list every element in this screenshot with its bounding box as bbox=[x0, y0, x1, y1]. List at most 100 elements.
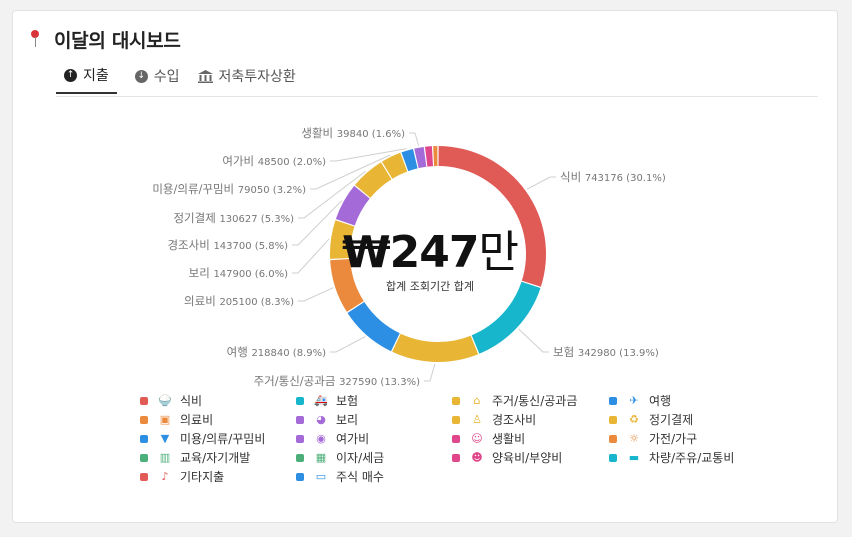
arrow-down-circle-icon: ↓ bbox=[134, 69, 148, 83]
joystick-icon: ◉ bbox=[316, 431, 326, 445]
legend-item[interactable]: 🚑 보험 bbox=[296, 392, 358, 409]
tab-expense[interactable]: ↑ 지출 bbox=[56, 66, 117, 94]
tab-savings[interactable]: 저축투자상환 bbox=[197, 66, 296, 94]
tab-label: 저축투자상환 bbox=[218, 69, 296, 85]
label-leader-line bbox=[526, 176, 556, 190]
legend-color-swatch bbox=[296, 453, 304, 462]
donut-slice-미용/의류/꾸밈비[interactable] bbox=[381, 152, 408, 179]
label-leader-line bbox=[409, 132, 420, 146]
pushpin-icon bbox=[30, 30, 40, 48]
legend-item[interactable]: ◉ 여가비 bbox=[296, 430, 369, 447]
saxophone-icon: ♪ bbox=[161, 469, 169, 483]
legend-color-swatch bbox=[296, 434, 304, 443]
dashboard-card bbox=[12, 10, 838, 523]
baby-icon: ☻ bbox=[471, 450, 483, 464]
title-row: 이달의 대시보드 bbox=[30, 27, 181, 52]
slice-label: 생활비 39840 (1.6%) bbox=[301, 126, 405, 140]
label-leader-line bbox=[310, 154, 391, 190]
legend-label: 여행 bbox=[649, 394, 672, 408]
legend-item[interactable]: 🍚 식비 bbox=[140, 392, 202, 409]
total-amount-unit: 만 bbox=[478, 227, 518, 278]
total-caption: 합계 조회기간 합계 bbox=[386, 280, 474, 293]
tab-label: 수입 bbox=[153, 69, 180, 85]
legend-label: 미용/의류/꾸밈비 bbox=[180, 432, 266, 446]
legend-label: 이자/세금 bbox=[336, 451, 385, 465]
arrow-up-circle-icon: ↑ bbox=[64, 68, 77, 82]
legend-color-swatch bbox=[609, 434, 617, 443]
legend-item[interactable]: ♪ 기타지출 bbox=[140, 468, 224, 485]
slice-label: 보험 342980 (13.9%) bbox=[553, 345, 659, 359]
donut-slice-minor-12[interactable] bbox=[433, 146, 438, 167]
tab-bar: ↑ 지출 ↓ 수입 저축투자상환 bbox=[56, 66, 314, 94]
legend-item[interactable]: ▥ 교육/자기개발 bbox=[140, 449, 250, 466]
label-leader-line bbox=[330, 148, 407, 162]
donut-slice-생활비[interactable] bbox=[414, 146, 427, 169]
legend-color-swatch bbox=[452, 434, 460, 443]
legend-color-swatch bbox=[609, 415, 617, 424]
legend-item[interactable]: ▭ 주식 매수 bbox=[296, 468, 384, 485]
legend-item[interactable]: ☺ 생활비 bbox=[452, 430, 525, 447]
donut-slice-주거/통신/공과금[interactable] bbox=[392, 333, 479, 362]
legend-item[interactable]: ⌂ 주거/통신/공과금 bbox=[452, 392, 577, 409]
legend-item[interactable]: ◕ 보리 bbox=[296, 411, 358, 428]
rice-bowl-icon: 🍚 bbox=[158, 393, 172, 407]
legend-item[interactable]: ▣ 의료비 bbox=[140, 411, 213, 428]
legend-item[interactable]: ☻ 양육비/부양비 bbox=[452, 449, 562, 466]
legend-label: 가전/가구 bbox=[649, 432, 698, 446]
slice-label: 식비 743176 (30.1%) bbox=[560, 170, 666, 184]
legend-label: 경조사비 bbox=[492, 413, 537, 427]
legend-color-swatch bbox=[452, 415, 460, 424]
legend-label: 보험 bbox=[336, 394, 359, 408]
slice-label: 여가비 48500 (2.0%) bbox=[222, 154, 326, 168]
label-leader-line bbox=[292, 238, 330, 274]
legend-item[interactable]: ♻ 정기결제 bbox=[609, 411, 693, 428]
legend-label: 식비 bbox=[180, 394, 203, 408]
legend-label: 보리 bbox=[336, 413, 359, 427]
legend-label: 주식 매수 bbox=[336, 470, 384, 484]
donut-slice-여가비[interactable] bbox=[401, 148, 418, 172]
donut-slice-보험[interactable] bbox=[471, 281, 541, 354]
legend-color-swatch bbox=[452, 453, 460, 462]
car-icon: ▬ bbox=[628, 450, 640, 464]
legend-item[interactable]: ▼ 미용/의류/꾸밈비 bbox=[140, 430, 265, 447]
bank-icon bbox=[197, 69, 213, 83]
donut-slice-경조사비[interactable] bbox=[335, 185, 370, 226]
legend-item[interactable]: ✈ 여행 bbox=[609, 392, 671, 409]
pill-icon: ▣ bbox=[159, 412, 171, 426]
building-icon: ▦ bbox=[315, 450, 327, 464]
donut-slice-의료비[interactable] bbox=[330, 259, 364, 312]
tab-divider bbox=[56, 96, 818, 97]
label-leader-line bbox=[298, 170, 367, 219]
slice-label: 주거/통신/공과금 327590 (13.3%) bbox=[254, 374, 420, 388]
legend-item[interactable]: ▦ 이자/세금 bbox=[296, 449, 384, 466]
donut-slice-보리[interactable] bbox=[330, 220, 355, 259]
legend-item[interactable]: ☼ 가전/가구 bbox=[609, 430, 697, 447]
donut-slice-정기결제[interactable] bbox=[354, 162, 392, 198]
slice-label: 경조사비 143700 (5.8%) bbox=[167, 238, 288, 252]
donut-slice-여행[interactable] bbox=[347, 302, 400, 352]
slice-label: 보리 147900 (6.0%) bbox=[189, 266, 288, 280]
legend-label: 정기결제 bbox=[649, 413, 694, 427]
tab-income[interactable]: ↓ 수입 bbox=[134, 66, 180, 94]
total-amount: ₩247만 bbox=[340, 216, 520, 280]
ticket-icon: ▭ bbox=[315, 469, 327, 483]
donut-slice-minor-11[interactable] bbox=[424, 146, 434, 167]
legend-label: 양육비/부양비 bbox=[492, 451, 563, 465]
legend-label: 차량/주유/교통비 bbox=[649, 451, 735, 465]
legend-color-swatch bbox=[140, 434, 148, 443]
legend-label: 의료비 bbox=[180, 413, 214, 427]
legend-item[interactable]: ♙ 경조사비 bbox=[452, 411, 536, 428]
legend-label: 여가비 bbox=[336, 432, 370, 446]
donut-slice-식비[interactable] bbox=[438, 146, 546, 287]
books-icon: ▥ bbox=[159, 450, 171, 464]
legend-color-swatch bbox=[296, 472, 304, 481]
legend-color-swatch bbox=[296, 396, 304, 405]
legend-label: 기타지출 bbox=[180, 470, 225, 484]
legend-label: 주거/통신/공과금 bbox=[492, 394, 578, 408]
label-leader-line bbox=[292, 200, 343, 246]
ambulance-icon: 🚑 bbox=[314, 393, 328, 407]
legend-item[interactable]: ▬ 차량/주유/교통비 bbox=[609, 449, 734, 466]
dog-icon: ◕ bbox=[316, 412, 326, 426]
legend-color-swatch bbox=[609, 396, 617, 405]
